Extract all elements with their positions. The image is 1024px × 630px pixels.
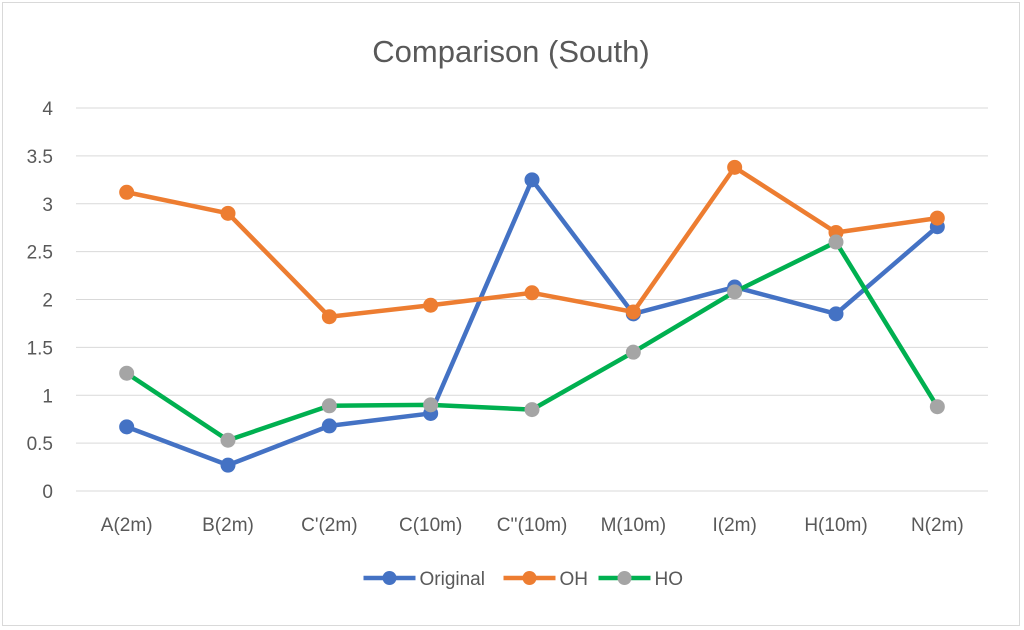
data-point <box>625 304 641 320</box>
y-tick-label: 0.5 <box>27 434 53 455</box>
data-point <box>828 234 844 250</box>
data-point <box>321 309 337 325</box>
series-group <box>119 159 945 473</box>
data-point <box>929 210 945 226</box>
chart-title: Comparison (South) <box>372 34 649 69</box>
legend-label: HO <box>655 569 684 590</box>
x-tick-label: N(2m) <box>911 515 964 536</box>
data-point <box>321 418 337 434</box>
x-tick-label: C''(10m) <box>497 515 568 536</box>
legend-item: Original <box>363 569 485 590</box>
x-tick-label: A(2m) <box>101 515 153 536</box>
series-ho <box>119 234 945 448</box>
legend-marker <box>382 571 397 585</box>
legend-item: OH <box>503 569 589 590</box>
data-point <box>220 457 236 473</box>
data-point <box>828 306 844 322</box>
data-point <box>727 284 743 300</box>
data-point <box>524 172 540 188</box>
y-tick-label: 2 <box>42 291 53 312</box>
data-point <box>625 344 641 360</box>
legend-label: OH <box>560 569 589 590</box>
legend-marker <box>522 571 537 585</box>
data-point <box>524 285 540 301</box>
x-tick-label: B(2m) <box>202 515 254 536</box>
legend-marker <box>617 571 632 585</box>
data-point <box>929 399 945 415</box>
y-tick-label: 3.5 <box>27 147 53 168</box>
data-point <box>220 432 236 448</box>
y-tick-label: 3 <box>42 195 53 216</box>
x-axis-ticks: A(2m) B(2m) C'(2m) C(10m) C''(10m) M(10m) I(2m… <box>101 515 964 536</box>
series-line <box>124 177 940 468</box>
y-tick-label: 1.5 <box>27 338 53 359</box>
y-tick-label: 4 <box>42 99 53 120</box>
data-point <box>727 159 743 175</box>
y-tick-label: 1 <box>42 386 53 407</box>
x-tick-label: H(10m) <box>804 515 867 536</box>
data-point <box>423 397 439 413</box>
x-tick-label: I(2m) <box>713 515 757 536</box>
legend-label: Original <box>420 569 485 590</box>
data-point <box>220 205 236 221</box>
x-tick-label: M(10m) <box>601 515 666 536</box>
series-original <box>119 172 945 473</box>
x-tick-label: C'(2m) <box>301 515 357 536</box>
y-axis-ticks: 0 0.5 1 1.5 2 2.5 3 3.5 4 <box>27 99 54 503</box>
series-oh <box>119 159 945 325</box>
data-point <box>423 297 439 313</box>
y-tick-label: 0 <box>42 482 53 503</box>
y-tick-label: 2.5 <box>27 243 53 264</box>
data-point <box>321 398 337 414</box>
data-point <box>119 365 135 381</box>
x-tick-label: C(10m) <box>399 515 462 536</box>
data-point <box>119 184 135 200</box>
data-point <box>119 419 135 435</box>
legend: Original OH HO <box>363 569 684 590</box>
legend-item: HO <box>598 569 684 590</box>
data-point <box>524 402 540 418</box>
